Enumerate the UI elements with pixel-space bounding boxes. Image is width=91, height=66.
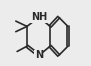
Text: N: N [35,50,43,60]
Text: NH: NH [31,12,47,22]
